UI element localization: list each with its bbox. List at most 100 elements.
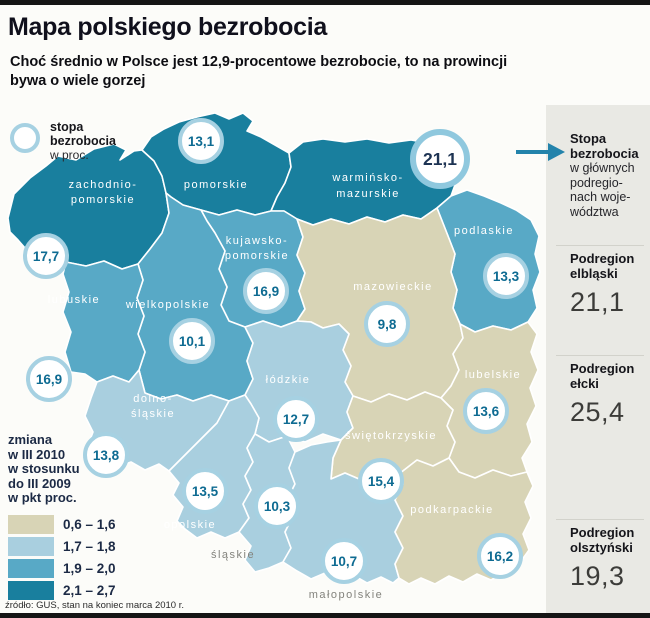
rate-circle-lodzkie: 12,7 xyxy=(273,396,319,442)
region-label: łódzkie xyxy=(266,374,311,386)
change-legend-title-line: zmiana xyxy=(8,432,53,447)
region-label: kujawsko- xyxy=(226,235,288,247)
bottom-rule xyxy=(0,613,650,618)
legend-range: 0,6 – 1,6 xyxy=(63,516,116,532)
legend-item: 2,1 – 2,7 xyxy=(8,580,158,600)
rate-circle-icon xyxy=(10,123,40,153)
sidebar-subregions: Stopa bezrobocia w głównych podregio- na… xyxy=(546,105,650,613)
region-label: wielkopolskie xyxy=(125,299,210,311)
rate-value: 15,4 xyxy=(368,474,395,489)
divider xyxy=(556,519,644,520)
source-note: źródło: GUS, stan na koniec marca 2010 r… xyxy=(5,600,185,611)
subregion-name: Podregion xyxy=(570,361,635,376)
subregion-value: 21,1 xyxy=(570,287,625,317)
page-title: Mapa polskiego bezrobocia xyxy=(8,13,327,41)
region-label: pomorskie xyxy=(71,194,135,206)
rate-value: 16,9 xyxy=(253,284,279,299)
rate-ring xyxy=(178,118,224,164)
rate-ring xyxy=(483,253,529,299)
region-label: podlaskie xyxy=(454,225,514,237)
region-label: lubuskie xyxy=(48,294,100,306)
subtitle-line: Choć średnio w Polsce jest 12,9-procento… xyxy=(10,54,508,70)
rate-circle-kujawsko-pomorskie: 16,9 xyxy=(243,268,289,314)
rate-ring xyxy=(410,129,470,189)
rate-circle-zachodniopomorskie: 17,7 xyxy=(23,233,69,279)
sidebar-heading-line: wództwa xyxy=(570,204,619,219)
rate-ring xyxy=(358,458,404,504)
region-label: pomorskie xyxy=(225,250,289,262)
rate-circle-opolskie: 13,5 xyxy=(182,468,228,514)
rate-circle-podlaskie: 13,3 xyxy=(483,253,529,299)
rate-circle-wielkopolskie: 10,1 xyxy=(169,318,215,364)
rate-ring xyxy=(169,318,215,364)
subregion-entry: Podregion olsztyński 19,3 xyxy=(570,525,646,592)
legend-range: 1,9 – 2,0 xyxy=(63,560,116,576)
subregion-entry: Podregion ełcki 25,4 xyxy=(570,361,646,428)
rate-circle-lubuskie: 16,9 xyxy=(26,356,72,402)
rate-value: 12,7 xyxy=(283,412,309,427)
subregion-name: ełcki xyxy=(570,376,599,391)
rate-circle-slaskie: 10,3 xyxy=(254,483,300,529)
rate-ring xyxy=(254,483,300,529)
subregion-name: olsztyński xyxy=(570,540,633,555)
rate-value: 13,8 xyxy=(93,448,120,463)
change-legend: zmiana w III 2010 w stosunku do III 2009… xyxy=(8,432,158,603)
rate-legend-line: w proc. xyxy=(50,148,89,162)
region-label: mazowieckie xyxy=(353,281,432,293)
region-label: dolno- xyxy=(133,393,173,405)
rate-circle-swietokrzyskie: 15,4 xyxy=(358,458,404,504)
arrow-to-sidebar-icon xyxy=(516,143,565,161)
rate-ring xyxy=(273,396,319,442)
legend-swatch xyxy=(8,536,54,556)
sidebar-heading-line: podregio- xyxy=(570,175,623,190)
rate-circle-pomorskie: 13,1 xyxy=(178,118,224,164)
change-legend-title-line: w III 2010 xyxy=(8,446,66,462)
region-label: śląskie xyxy=(131,408,175,420)
legend-range: 2,1 – 2,7 xyxy=(63,582,116,598)
region-label: zachodnio- xyxy=(69,179,138,191)
rate-value: 9,8 xyxy=(378,317,397,332)
legend-swatch xyxy=(8,580,54,600)
rate-circle-mazowieckie: 9,8 xyxy=(364,301,410,347)
subtitle-line: bywa o wiele gorzej xyxy=(10,73,146,89)
legend-range: 1,7 – 1,8 xyxy=(63,538,116,554)
top-rule xyxy=(0,0,650,5)
rate-ring xyxy=(182,468,228,514)
sidebar-heading-line: nach woje- xyxy=(570,190,631,204)
region-label: pomorskie xyxy=(184,179,248,191)
rate-legend: stopa bezrobocia w proc. xyxy=(10,120,116,162)
rate-value: 16,2 xyxy=(487,549,513,564)
rate-ring xyxy=(26,356,72,402)
rate-ring xyxy=(83,432,129,478)
rate-ring xyxy=(477,533,523,579)
subregion-value: 25,4 xyxy=(570,397,625,427)
region-label: małopolskie xyxy=(309,589,384,601)
rate-circle-podkarpackie: 16,2 xyxy=(477,533,523,579)
subregion-entry: Podregion elbląski 21,1 xyxy=(570,251,646,318)
subregion-name: elbląski xyxy=(570,266,618,281)
rate-value: 16,9 xyxy=(36,372,62,387)
change-legend-title: zmiana w III 2010 w stosunku do III 2009… xyxy=(8,432,158,506)
subregion-name: Podregion xyxy=(570,251,635,266)
region-label: podkarpackie xyxy=(410,504,493,516)
sidebar-heading-line: w głównych xyxy=(570,161,635,175)
sidebar-heading-line: bezrobocia xyxy=(570,146,639,161)
region-label: śląskie xyxy=(211,549,255,561)
region-label: warmińsko- xyxy=(331,172,403,184)
sidebar-heading: Stopa bezrobocia w głównych podregio- na… xyxy=(570,131,646,219)
rate-value: 13,5 xyxy=(192,484,219,499)
legend-item: 1,7 – 1,8 xyxy=(8,536,158,556)
region-label: świętokrzyskie xyxy=(345,430,437,442)
rate-legend-line: bezrobocia xyxy=(50,134,116,148)
subregion-value: 19,3 xyxy=(570,561,625,591)
rate-circle-malopolskie: 10,7 xyxy=(321,538,367,584)
region-label: lubelskie xyxy=(465,369,521,381)
subregion-name: Podregion xyxy=(570,525,635,540)
rate-circle-warminsko-mazurskie: 21,1 xyxy=(410,129,470,189)
rate-ring xyxy=(23,233,69,279)
legend-item: 0,6 – 1,6 xyxy=(8,514,158,534)
rate-ring xyxy=(243,268,289,314)
rate-legend-line: stopa xyxy=(50,120,84,134)
